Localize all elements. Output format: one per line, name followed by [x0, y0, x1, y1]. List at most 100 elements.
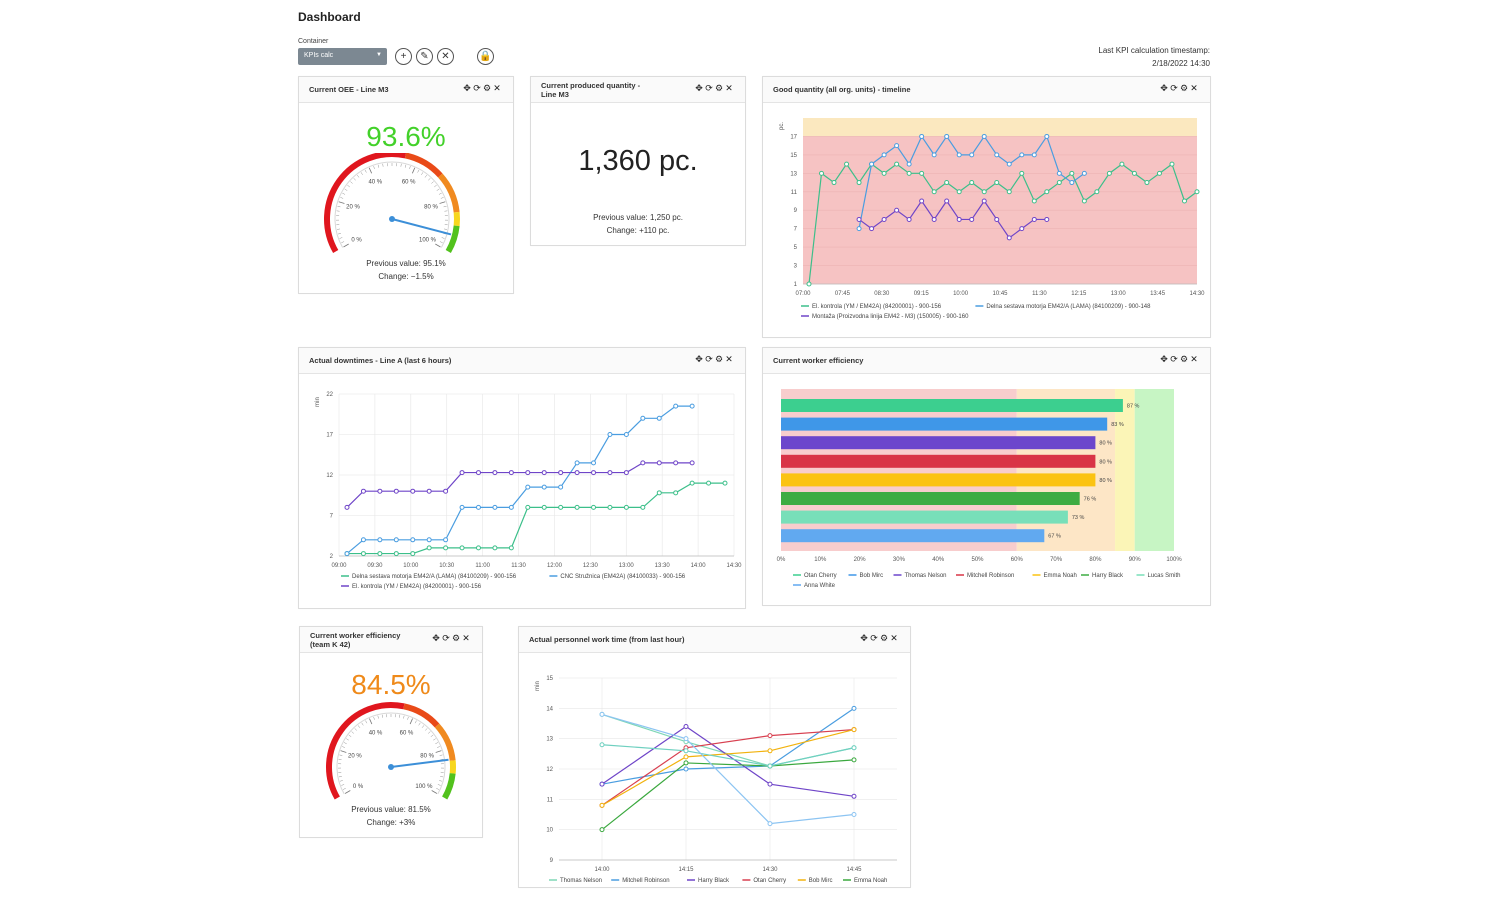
lock-icon[interactable]: 🔒 — [477, 48, 494, 65]
gauge-tick — [428, 178, 431, 181]
refresh-icon[interactable]: ⟳ — [705, 354, 715, 364]
bar — [781, 492, 1080, 505]
refresh-icon[interactable]: ⟳ — [705, 83, 715, 93]
oee-change: Change: −1.5% — [378, 272, 434, 281]
x-tick-label: 14:00 — [594, 867, 610, 873]
refresh-icon[interactable]: ⟳ — [1170, 354, 1180, 364]
gauge-arc — [334, 161, 450, 248]
edit-icon[interactable]: ✎ — [416, 48, 433, 65]
refresh-icon[interactable]: ⟳ — [442, 633, 452, 643]
data-point — [767, 763, 773, 769]
widget-title: Current OEE - Line M3 — [309, 85, 389, 94]
x-tick-label: 14:15 — [678, 867, 694, 873]
data-point — [944, 133, 950, 139]
widget-header[interactable]: Actual personnel work time (from last ho… — [519, 627, 910, 653]
legend-item: CNC Stružnica (EM42A) (84100033) - 900-1… — [560, 574, 685, 580]
widget-header[interactable]: Actual downtimes - Line A (last 6 hours)… — [299, 348, 745, 374]
widget-tools: ✥⟳⚙✕ — [1160, 354, 1200, 365]
oee-previous-value: Previous value: 95.1% — [366, 259, 446, 268]
settings-icon[interactable]: ⚙ — [452, 633, 463, 643]
chart-band — [1115, 389, 1135, 551]
x-tick-label: 90% — [1129, 557, 1142, 563]
gauge-tick-label: 60 % — [402, 180, 416, 186]
data-point — [475, 470, 481, 476]
settings-icon[interactable]: ⚙ — [880, 633, 891, 643]
widget-header[interactable]: Current OEE - Line M3 ✥⟳⚙✕ — [299, 77, 513, 103]
move-icon[interactable]: ✥ — [432, 633, 442, 643]
data-point — [767, 733, 773, 739]
gauge-arc — [324, 153, 407, 253]
close-icon[interactable]: ✕ — [462, 633, 472, 643]
close-icon[interactable]: ✕ — [890, 633, 900, 643]
bar-value-label: 80 % — [1099, 478, 1112, 484]
move-icon[interactable]: ✥ — [695, 83, 705, 93]
legend-item: Thomas Nelson — [905, 573, 947, 579]
widget-header[interactable]: Current produced quantity - Line M3 ✥⟳⚙✕ — [531, 77, 745, 103]
series-line — [346, 405, 693, 555]
x-tick-label: 14:45 — [846, 867, 862, 873]
data-point — [459, 545, 465, 551]
settings-icon[interactable]: ⚙ — [715, 83, 726, 93]
data-point — [525, 504, 531, 510]
gauge-tick-label: 100 % — [419, 238, 437, 244]
refresh-icon[interactable]: ⟳ — [870, 633, 880, 643]
data-point — [994, 216, 1000, 222]
data-point — [591, 470, 597, 476]
close-icon[interactable]: ✕ — [725, 354, 735, 364]
gauge-tick — [347, 184, 350, 188]
widget-header[interactable]: Current worker efficiency ✥⟳⚙✕ — [763, 348, 1210, 374]
chevron-down-icon: ▼ — [376, 52, 382, 58]
data-point — [574, 504, 580, 510]
close-icon[interactable]: ✕ — [493, 83, 503, 93]
gauge-needle — [391, 218, 452, 236]
refresh-icon[interactable]: ⟳ — [1170, 83, 1180, 93]
move-icon[interactable]: ✥ — [463, 83, 473, 93]
data-point — [525, 484, 531, 490]
close-icon[interactable]: ✕ — [725, 83, 735, 93]
settings-icon[interactable]: ⚙ — [1180, 354, 1191, 364]
data-point — [443, 488, 449, 494]
x-tick-label: 10:45 — [992, 291, 1008, 297]
close-icon[interactable]: ✕ — [1190, 354, 1200, 364]
data-point — [956, 189, 962, 195]
settings-icon[interactable]: ⚙ — [715, 354, 726, 364]
x-tick-label: 0% — [777, 557, 786, 563]
gauge-tick — [421, 725, 425, 728]
delete-icon[interactable]: ✕ — [437, 48, 454, 65]
add-icon[interactable]: + — [395, 48, 412, 65]
refresh-icon[interactable]: ⟳ — [473, 83, 483, 93]
legend-item: Bob Mirc — [809, 878, 833, 884]
data-point — [574, 460, 580, 466]
data-point — [360, 537, 366, 543]
data-point — [689, 403, 695, 409]
bar — [781, 529, 1045, 543]
x-tick-label: 14:00 — [691, 563, 707, 569]
gauge-tick — [364, 169, 367, 173]
legend-item: Otan Cherry — [804, 573, 837, 579]
widget-downtimes: Actual downtimes - Line A (last 6 hours)… — [298, 347, 746, 609]
close-icon[interactable]: ✕ — [1190, 83, 1200, 93]
gauge-arc — [403, 703, 440, 728]
data-point — [607, 470, 613, 476]
gauge-arc — [434, 723, 456, 761]
move-icon[interactable]: ✥ — [860, 633, 870, 643]
data-point — [969, 216, 975, 222]
data-point — [1156, 170, 1162, 176]
data-point — [475, 545, 481, 551]
series-line — [346, 462, 693, 508]
container-select[interactable]: KPIs calc ▼ — [298, 48, 387, 65]
chart-band — [803, 118, 1197, 137]
move-icon[interactable]: ✥ — [695, 354, 705, 364]
gauge-tick — [337, 206, 341, 208]
data-point — [689, 460, 695, 466]
settings-icon[interactable]: ⚙ — [483, 83, 494, 93]
data-point — [475, 504, 481, 510]
move-icon[interactable]: ✥ — [1160, 83, 1170, 93]
widget-header[interactable]: Good quantity (all org. units) - timelin… — [763, 77, 1210, 103]
settings-icon[interactable]: ⚙ — [1180, 83, 1191, 93]
series-line — [601, 728, 855, 806]
widget-header[interactable]: Current worker efficiency (team K 42) ✥⟳… — [300, 627, 482, 653]
data-point — [894, 143, 900, 149]
gauge-tick-label: 60 % — [400, 730, 414, 736]
move-icon[interactable]: ✥ — [1160, 354, 1170, 364]
